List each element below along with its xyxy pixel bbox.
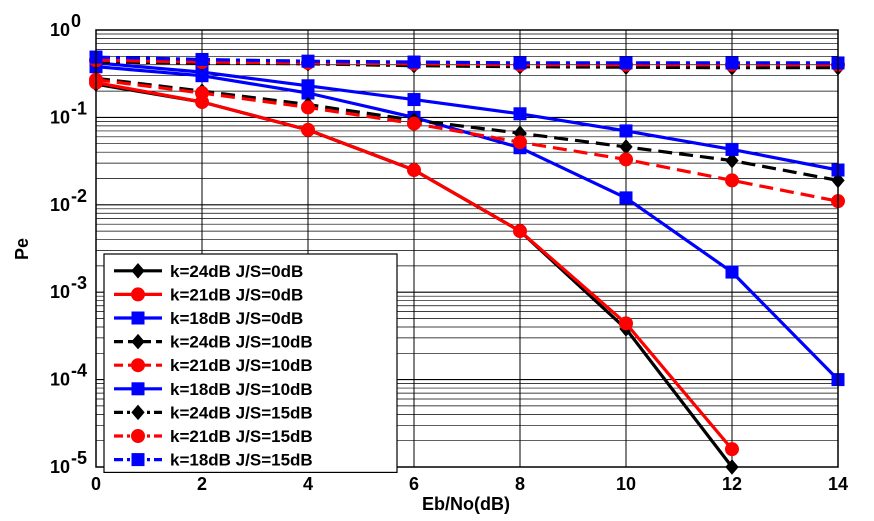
x-tick-label: 2 — [197, 474, 207, 494]
legend: k=24dB J/S=0dB k=21dB J/S=0dB k=18dB J/S=0… — [103, 253, 398, 473]
data-point — [619, 124, 633, 138]
series-2 — [89, 75, 739, 457]
data-point — [195, 52, 209, 66]
y-tick-label: 10 — [50, 20, 70, 40]
y-tick-exponent: -4 — [71, 361, 87, 381]
series-line — [95, 61, 839, 172]
x-tick-label: 0 — [91, 474, 101, 494]
legend-entry: k=18dB J/S=10dB — [114, 380, 313, 399]
legend-entry: k=21dB J/S=15dB — [114, 427, 313, 446]
legend-entry: k=18dB J/S=15dB — [114, 451, 313, 470]
legend-marker — [131, 263, 145, 279]
legend-marker — [131, 287, 145, 302]
plot-frame — [95, 29, 839, 468]
data-point — [301, 100, 315, 115]
y-tick-exponent: 0 — [71, 11, 81, 31]
legend-label: k=18dB J/S=10dB — [170, 380, 313, 399]
data-point — [619, 191, 633, 205]
data-point — [725, 142, 739, 156]
data-point — [619, 56, 633, 70]
legend-entry: k=24dB J/S=15dB — [114, 403, 313, 422]
data-point — [513, 56, 527, 70]
legend-label: k=21dB J/S=0dB — [170, 285, 303, 304]
data-point — [513, 224, 527, 239]
y-axis-label: Pe — [12, 238, 32, 260]
data-point — [301, 79, 315, 93]
data-point — [301, 54, 315, 68]
x-axis-label: Eb/No(dB) — [422, 494, 510, 514]
y-tick-exponent: -2 — [71, 186, 87, 206]
legend-box — [103, 253, 398, 473]
legend-label: k=21dB J/S=15dB — [170, 427, 313, 446]
data-point — [195, 86, 209, 101]
x-tick-labels: 0 2 4 6 8 10 12 14 — [91, 474, 848, 494]
legend-label: k=24dB J/S=10dB — [170, 333, 313, 352]
y-tick-exponent: -1 — [71, 98, 87, 118]
x-tick-label: 10 — [616, 474, 636, 494]
y-tick-label: 10 — [50, 195, 70, 215]
series-line — [95, 58, 838, 67]
legend-marker — [131, 404, 145, 421]
series-line — [95, 55, 838, 65]
legend-label: k=18dB J/S=0dB — [170, 309, 303, 328]
legend-marker — [131, 333, 145, 350]
x-tick-label: 8 — [515, 474, 525, 494]
y-tick-label: 10 — [50, 107, 70, 127]
y-tick-label: 10 — [50, 370, 70, 390]
plot-border — [95, 29, 839, 468]
legend-marker — [131, 358, 145, 373]
data-point — [725, 152, 739, 169]
data-point — [725, 173, 739, 188]
series-layer — [89, 50, 845, 475]
legend-marker — [131, 311, 145, 325]
data-point — [725, 265, 739, 279]
legend-entry: k=21dB J/S=0dB — [114, 285, 303, 304]
y-tick-exponent: -3 — [71, 273, 87, 293]
data-point — [725, 442, 739, 457]
legend-label: k=24dB J/S=0dB — [170, 262, 303, 281]
x-tick-label: 6 — [409, 474, 419, 494]
legend-marker — [131, 382, 145, 396]
y-tick-exponent: -5 — [71, 448, 87, 468]
series-9 — [89, 50, 845, 70]
legend-entry: k=21dB J/S=10dB — [114, 356, 313, 375]
legend-entry: k=18dB J/S=0dB — [114, 309, 303, 328]
data-point — [725, 56, 739, 70]
legend-label: k=21dB J/S=10dB — [170, 356, 313, 375]
data-point — [407, 55, 421, 69]
legend-marker — [131, 453, 145, 467]
series-line — [95, 65, 840, 381]
x-tick-label: 4 — [303, 474, 313, 494]
data-point — [407, 116, 421, 131]
y-tick-label: 10 — [50, 282, 70, 302]
data-point — [619, 152, 633, 167]
data-point — [301, 122, 315, 137]
data-point — [407, 163, 421, 178]
x-tick-label: 12 — [722, 474, 742, 494]
legend-marker — [131, 429, 145, 443]
data-point — [513, 135, 527, 150]
legend-entry: k=24dB J/S=10dB — [114, 333, 313, 352]
legend-label: k=18dB J/S=15dB — [170, 451, 313, 470]
legend-entry: k=24dB J/S=0dB — [114, 262, 303, 281]
data-point — [513, 107, 527, 121]
data-point — [619, 316, 633, 331]
x-tick-label: 14 — [828, 474, 848, 494]
y-tick-label: 10 — [50, 457, 70, 477]
data-point — [407, 93, 421, 107]
legend-label: k=24dB J/S=15dB — [170, 403, 313, 422]
